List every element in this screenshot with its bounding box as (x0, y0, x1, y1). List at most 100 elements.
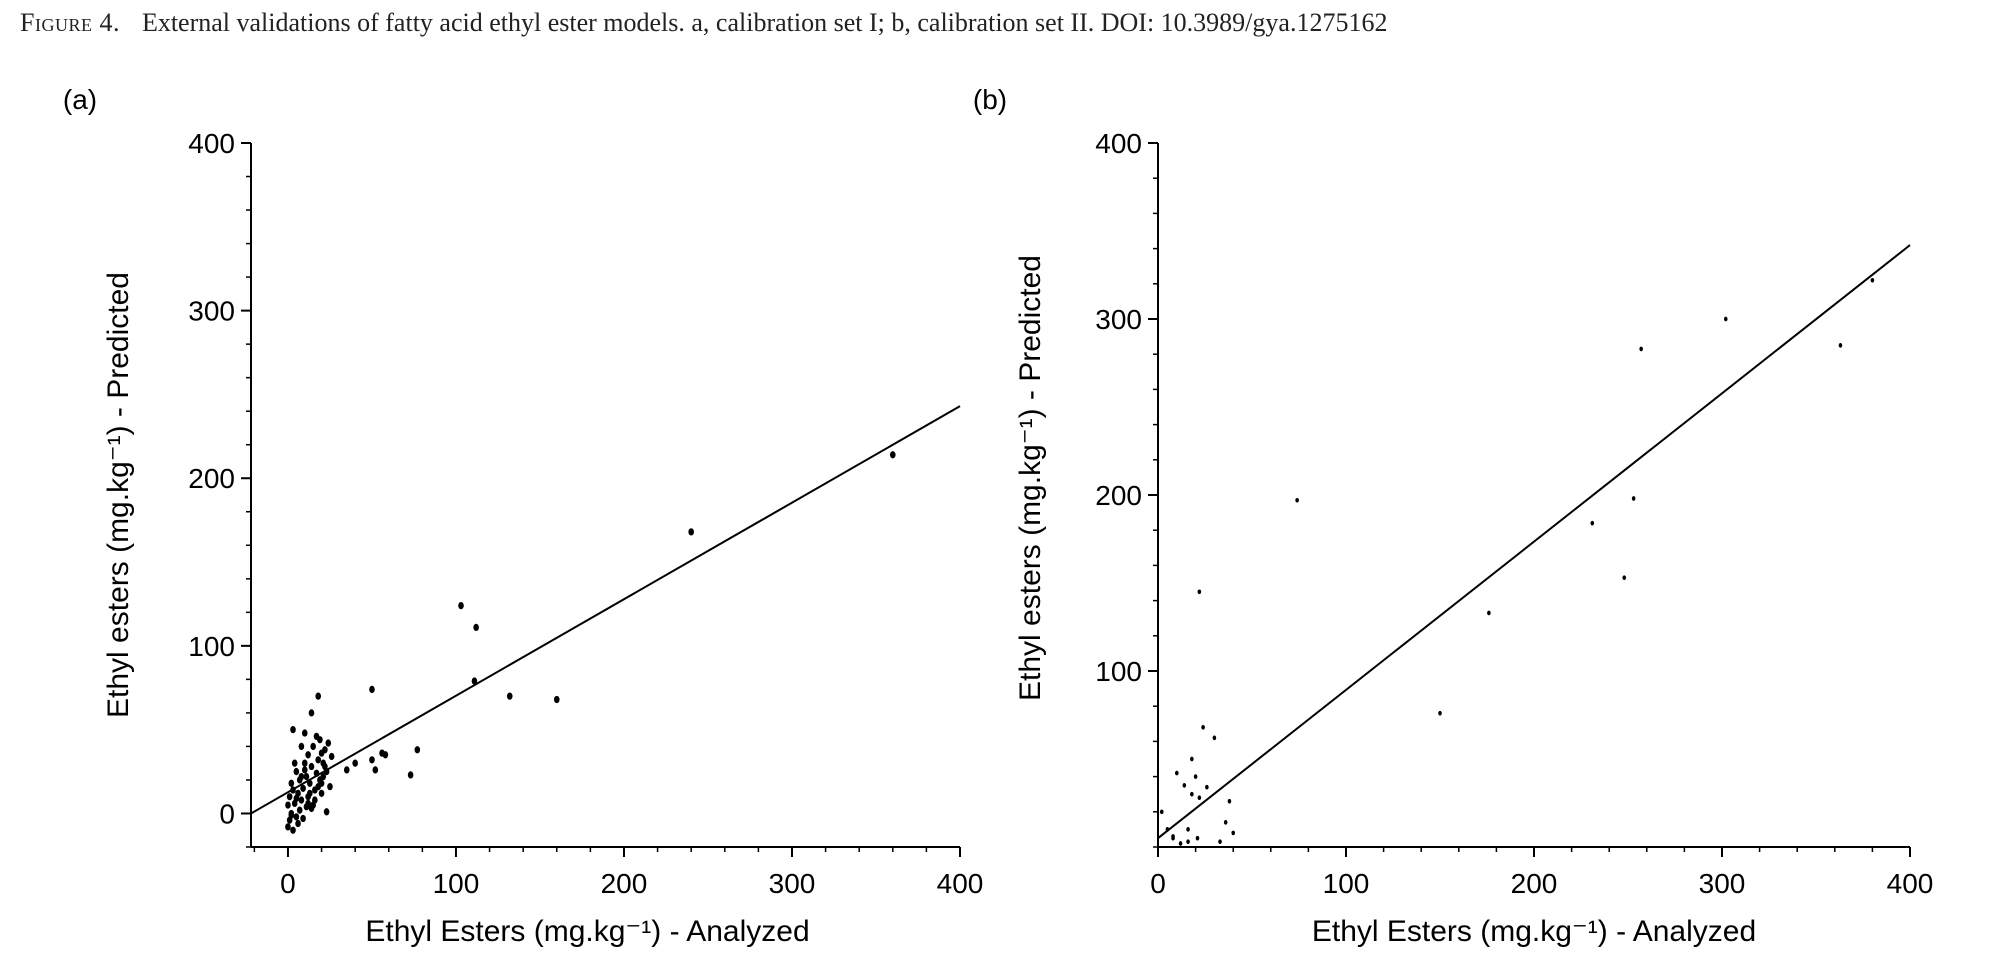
x-axis-label: Ethyl Esters (mg.kg⁻¹) - Analyzed (365, 915, 809, 948)
data-point (325, 739, 332, 747)
data-point (301, 766, 308, 774)
data-point (1212, 735, 1217, 741)
data-point (322, 762, 328, 771)
data-point (372, 766, 379, 774)
data-point (323, 808, 330, 816)
data-point (1838, 343, 1843, 348)
data-point (327, 783, 333, 791)
data-point (1622, 575, 1627, 581)
data-point (352, 759, 358, 767)
data-point (369, 756, 375, 764)
data-point (473, 623, 479, 632)
x-tick-label: 400 (937, 868, 984, 899)
x-tick-label: 0 (280, 868, 296, 899)
data-point (315, 756, 322, 764)
data-point (1197, 795, 1202, 801)
data-point (1165, 827, 1170, 832)
data-point (1175, 770, 1179, 776)
data-point (407, 771, 414, 779)
data-point (1218, 839, 1222, 845)
data-point (298, 772, 305, 781)
data-point (1190, 756, 1194, 762)
data-point (301, 729, 308, 737)
fit-line (1157, 244, 1911, 839)
data-point (286, 793, 293, 801)
figure-label: Figure 4. (20, 8, 120, 37)
data-point (1223, 820, 1228, 825)
data-point (298, 742, 305, 751)
panel-b: (b) 100 200 300 400 0 100 200 300 400 Ethyl Esters… (973, 84, 1933, 948)
y-tick-label: 400 (1095, 128, 1142, 159)
data-point (293, 794, 300, 803)
data-point (318, 779, 325, 787)
x-axis-label: Ethyl Esters (mg.kg⁻¹) - Analyzed (1312, 915, 1756, 948)
data-point (288, 779, 295, 787)
y-tick-label: 200 (1095, 480, 1142, 511)
data-point (382, 751, 389, 759)
y-tick-label: 0 (219, 798, 235, 829)
data-point (320, 772, 327, 781)
data-point (290, 726, 296, 734)
data-point (307, 789, 313, 798)
x-tick-label: 100 (1323, 868, 1370, 899)
data-point (889, 451, 896, 459)
data-point (458, 601, 464, 610)
y-tick-label: 300 (188, 296, 235, 327)
data-point (291, 759, 298, 767)
x-tick-label: 200 (1511, 868, 1558, 899)
data-point (506, 692, 513, 700)
data-point (1182, 783, 1187, 788)
y-tick-label: 200 (188, 463, 235, 494)
data-point (305, 799, 311, 808)
data-point (315, 692, 322, 700)
data-point (1171, 835, 1175, 841)
y-tick-label: 100 (188, 631, 235, 662)
data-point (1178, 841, 1183, 846)
x-tick-label: 0 (1150, 868, 1166, 899)
data-point (1197, 589, 1202, 595)
data-point (295, 819, 301, 828)
data-point (1186, 827, 1190, 832)
data-point (308, 804, 315, 813)
x-tick-label: 300 (769, 868, 816, 899)
data-point (369, 685, 375, 694)
data-point (305, 751, 311, 759)
panel-label: (b) (973, 84, 1007, 115)
data-point (313, 732, 320, 741)
data-point (1190, 791, 1194, 797)
data-point (1590, 520, 1595, 526)
data-point (313, 769, 320, 777)
data-point (308, 709, 315, 717)
data-point (1295, 497, 1299, 503)
y-axis-label: Ethyl esters (mg.kg⁻¹) - Predicted (1014, 255, 1047, 701)
data-point (1201, 724, 1205, 730)
data-point (1487, 610, 1491, 616)
data-point (288, 811, 295, 819)
data-point (1186, 839, 1190, 845)
data-point (471, 677, 478, 685)
data-point (1195, 835, 1200, 841)
data-point (1631, 496, 1636, 501)
data-point (1227, 798, 1232, 804)
x-tick-label: 200 (601, 868, 648, 899)
y-axis-label: Ethyl esters (mg.kg⁻¹) - Predicted (102, 272, 135, 718)
panel-label: (a) (63, 84, 97, 115)
data-point (553, 695, 560, 704)
data-point (300, 784, 306, 792)
data-point (1723, 316, 1728, 322)
data-point (312, 796, 318, 804)
data-point (318, 789, 325, 798)
data-point (1639, 346, 1643, 352)
data-point (285, 823, 291, 831)
caption-text: External validations of fatty acid ethyl… (141, 8, 1388, 37)
data-point (290, 786, 296, 794)
data-point (688, 528, 694, 536)
data-point (293, 813, 300, 821)
data-point (307, 779, 313, 787)
data-point (1159, 809, 1164, 815)
data-point (1870, 277, 1875, 283)
figure-caption: Figure 4. External validations of fatty a… (20, 8, 1980, 38)
data-point (300, 814, 306, 823)
data-point (298, 796, 305, 804)
y-tick-label: 400 (188, 128, 235, 159)
